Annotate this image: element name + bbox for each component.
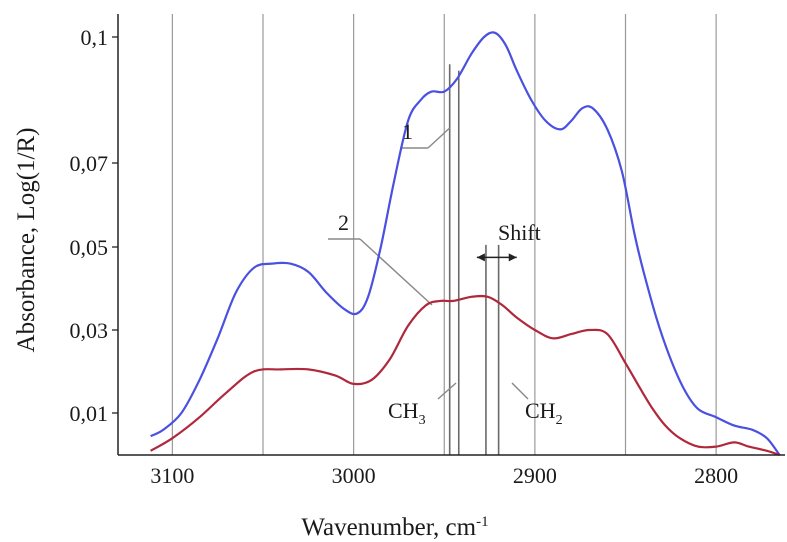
y-tick-label-4: 0,1 [81,25,109,50]
gridlines [171,14,717,455]
shift-arrowhead-right [508,253,517,262]
ch3-label-subscript: 3 [419,413,426,428]
leader-1-diagonal [427,127,451,149]
y-tick-label-3: 0,07 [70,151,109,176]
leader-2-diagonal [359,238,433,306]
tick-labels: 3100 3000 2900 2800 0,01 0,03 0,05 0,07 0,1 [70,25,739,488]
y-axis-title: Absorbance, Log(1/R) [13,128,40,353]
marker-lines [448,64,500,455]
x-tick-label-2800: 2800 [694,463,738,488]
ch3-label: CH3 [388,398,426,428]
series-1-line [150,31,781,456]
x-tick-label-3000: 3000 [332,463,376,488]
x-axis-title: Wavenumber, cm-1 [301,514,488,541]
leader-ch2 [511,382,529,400]
leader-ch3 [437,382,457,400]
curve-1-label: 1 [402,119,413,144]
ch3-label-main: CH [388,398,419,423]
shift-label: Shift [498,220,541,245]
ch2-label-main: CH [525,398,556,423]
x-axis-title-text: Wavenumber, cm [301,514,476,541]
series-2-line [150,294,780,457]
ch2-label-subscript: 2 [556,413,563,428]
y-tick-label-2: 0,05 [70,235,109,260]
x-tick-label-3100: 3100 [150,463,194,488]
y-tick-label-0: 0,01 [70,401,109,426]
x-tick-label-2900: 2900 [513,463,557,488]
curve-2-label: 2 [338,210,349,235]
y-tick-label-1: 0,03 [70,318,109,343]
series-lines [150,31,781,457]
x-axis-title-superscript: -1 [476,514,489,530]
shift-arrowhead-left [476,253,485,262]
axes [117,14,785,456]
annotation-leaders [328,127,529,400]
ch2-label: CH2 [525,398,563,428]
